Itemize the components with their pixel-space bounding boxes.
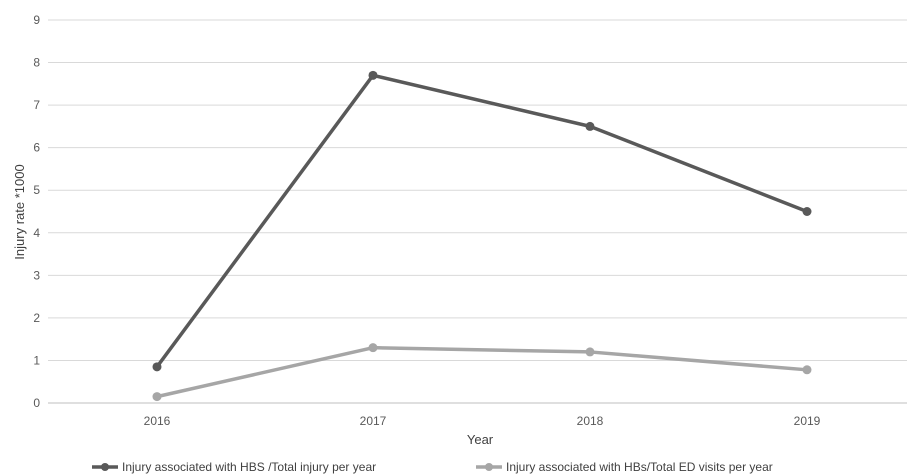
y-tick-label: 6 xyxy=(33,141,40,155)
legend-item-2: Injury associated with HBs/Total ED visi… xyxy=(476,460,773,474)
series-line xyxy=(156,345,808,399)
y-tick-label: 8 xyxy=(33,56,40,70)
y-axis-ticks: 0 1 2 3 4 5 6 7 8 9 xyxy=(33,13,40,410)
y-tick-label: 0 xyxy=(33,396,40,410)
y-tick-label: 7 xyxy=(33,98,40,112)
legend-label: Injury associated with HBS /Total injury… xyxy=(122,460,376,474)
y-tick-label: 9 xyxy=(33,13,40,27)
series-1 xyxy=(152,70,812,372)
gridlines xyxy=(48,19,907,404)
y-tick-label: 3 xyxy=(33,268,40,282)
legend-item-1: Injury associated with HBS /Total injury… xyxy=(92,460,376,474)
data-point xyxy=(585,347,595,357)
x-tick-label: 2017 xyxy=(360,414,387,428)
data-point xyxy=(152,362,162,372)
series-line xyxy=(155,73,808,368)
series-layer xyxy=(152,70,812,402)
legend-marker xyxy=(485,463,493,471)
data-point xyxy=(152,392,162,402)
y-tick-label: 1 xyxy=(33,353,40,367)
legend-label: Injury associated with HBs/Total ED visi… xyxy=(506,460,773,474)
data-point xyxy=(802,365,812,375)
legend-marker xyxy=(101,463,109,471)
x-axis-title: Year xyxy=(467,432,494,447)
x-tick-label: 2018 xyxy=(577,414,604,428)
data-point xyxy=(368,70,378,80)
y-axis-title: Injury rate *1000 xyxy=(12,164,27,259)
data-point xyxy=(802,207,812,216)
y-tick-label: 4 xyxy=(33,226,40,240)
x-axis-ticks: 2016 2017 2018 2019 xyxy=(144,414,821,428)
x-tick-label: 2016 xyxy=(144,414,171,428)
y-tick-label: 5 xyxy=(33,183,40,197)
data-point xyxy=(585,121,595,131)
x-tick-label: 2019 xyxy=(794,414,821,428)
y-tick-label: 2 xyxy=(33,311,40,325)
data-point xyxy=(368,343,378,353)
series-2 xyxy=(152,343,812,402)
legend: Injury associated with HBS /Total injury… xyxy=(92,460,773,474)
